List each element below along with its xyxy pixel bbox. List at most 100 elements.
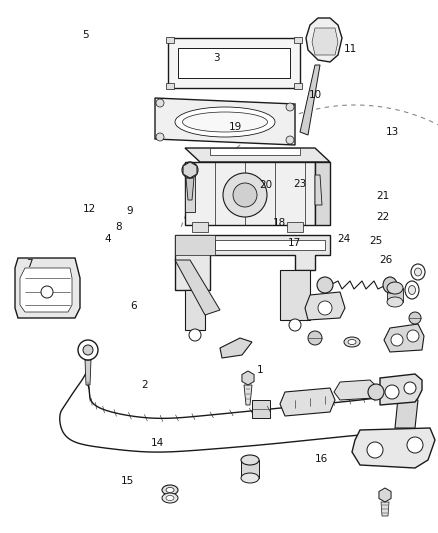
Text: 7: 7 <box>26 259 33 269</box>
Text: 4: 4 <box>104 234 111 244</box>
Polygon shape <box>352 428 435 468</box>
Polygon shape <box>294 83 302 89</box>
Circle shape <box>391 334 403 346</box>
Polygon shape <box>387 288 403 302</box>
Polygon shape <box>280 388 335 416</box>
Polygon shape <box>252 400 270 418</box>
Polygon shape <box>305 292 345 320</box>
Text: 26: 26 <box>380 255 393 265</box>
Ellipse shape <box>183 112 268 132</box>
Polygon shape <box>244 385 252 405</box>
Text: 21: 21 <box>377 191 390 201</box>
Polygon shape <box>168 38 300 88</box>
Polygon shape <box>242 371 254 385</box>
Ellipse shape <box>387 297 403 307</box>
Polygon shape <box>381 502 389 516</box>
Circle shape <box>286 103 294 111</box>
Text: 20: 20 <box>260 181 273 190</box>
Text: 19: 19 <box>229 122 242 132</box>
Text: 25: 25 <box>369 236 382 246</box>
Polygon shape <box>185 162 315 225</box>
Circle shape <box>223 173 267 217</box>
Ellipse shape <box>162 485 178 495</box>
Polygon shape <box>166 37 174 43</box>
Text: 18: 18 <box>273 218 286 228</box>
Ellipse shape <box>383 277 397 293</box>
Text: 9: 9 <box>126 206 133 215</box>
Polygon shape <box>185 290 205 330</box>
Circle shape <box>404 382 416 394</box>
Text: 11: 11 <box>344 44 357 54</box>
Text: 6: 6 <box>130 302 137 311</box>
Polygon shape <box>15 258 80 318</box>
Text: 23: 23 <box>293 179 307 189</box>
Ellipse shape <box>414 268 421 276</box>
Text: 10: 10 <box>309 90 322 100</box>
Polygon shape <box>20 268 72 312</box>
Polygon shape <box>300 65 320 135</box>
Text: 24: 24 <box>337 234 350 244</box>
Circle shape <box>308 331 322 345</box>
Polygon shape <box>166 83 174 89</box>
Circle shape <box>385 385 399 399</box>
Text: 16: 16 <box>315 455 328 464</box>
Ellipse shape <box>166 496 174 500</box>
Polygon shape <box>334 380 378 400</box>
Ellipse shape <box>241 473 259 483</box>
Ellipse shape <box>348 340 356 344</box>
Circle shape <box>83 345 93 355</box>
Circle shape <box>156 133 164 141</box>
Text: 15: 15 <box>120 476 134 486</box>
Polygon shape <box>241 460 259 478</box>
Text: 17: 17 <box>288 238 301 247</box>
Polygon shape <box>395 398 418 428</box>
Circle shape <box>78 340 98 360</box>
Polygon shape <box>175 260 220 315</box>
Polygon shape <box>380 374 422 405</box>
Text: 14: 14 <box>151 439 164 448</box>
Circle shape <box>233 183 257 207</box>
Polygon shape <box>220 338 252 358</box>
Polygon shape <box>294 37 302 43</box>
Text: 12: 12 <box>83 204 96 214</box>
Circle shape <box>367 442 383 458</box>
Ellipse shape <box>409 286 416 295</box>
Polygon shape <box>384 324 424 352</box>
Polygon shape <box>175 235 215 255</box>
Ellipse shape <box>387 282 403 294</box>
Polygon shape <box>315 175 322 205</box>
Ellipse shape <box>241 455 259 465</box>
Polygon shape <box>183 162 197 178</box>
Circle shape <box>407 330 419 342</box>
Circle shape <box>317 277 333 293</box>
Polygon shape <box>155 98 295 145</box>
Polygon shape <box>185 175 195 212</box>
Polygon shape <box>315 162 330 225</box>
Polygon shape <box>312 28 338 55</box>
Polygon shape <box>185 148 330 162</box>
Circle shape <box>368 384 384 400</box>
Text: 8: 8 <box>115 222 122 231</box>
Polygon shape <box>215 240 325 250</box>
Polygon shape <box>175 235 330 290</box>
Polygon shape <box>178 48 290 78</box>
Polygon shape <box>280 270 310 320</box>
Polygon shape <box>379 488 391 502</box>
Text: 1: 1 <box>257 366 264 375</box>
Ellipse shape <box>166 488 174 492</box>
Text: 13: 13 <box>385 127 399 137</box>
Polygon shape <box>85 360 91 385</box>
Circle shape <box>41 286 53 298</box>
Text: 2: 2 <box>141 380 148 390</box>
Ellipse shape <box>162 493 178 503</box>
Circle shape <box>286 136 294 144</box>
Circle shape <box>156 99 164 107</box>
Polygon shape <box>186 178 194 200</box>
Text: 5: 5 <box>82 30 89 39</box>
Circle shape <box>318 301 332 315</box>
Text: 22: 22 <box>377 213 390 222</box>
Text: 3: 3 <box>213 53 220 62</box>
Polygon shape <box>192 222 208 232</box>
Ellipse shape <box>344 337 360 347</box>
Ellipse shape <box>175 107 275 137</box>
